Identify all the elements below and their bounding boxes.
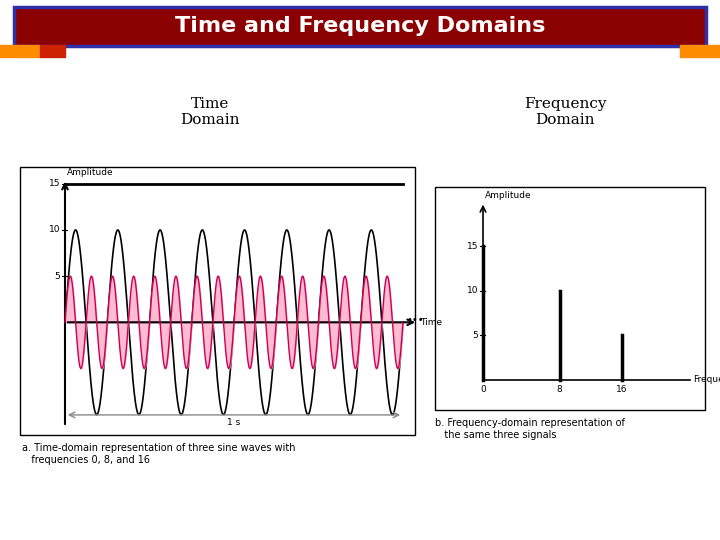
Text: 15: 15 <box>467 242 478 251</box>
Text: 5: 5 <box>472 331 478 340</box>
Text: 1 s: 1 s <box>228 418 240 427</box>
Bar <box>40 45 65 57</box>
Text: Time: Time <box>420 318 442 327</box>
Text: Frequency
Domain: Frequency Domain <box>523 97 606 127</box>
Text: •••: ••• <box>406 315 423 325</box>
Text: Amplitude: Amplitude <box>67 168 114 177</box>
Bar <box>20 167 415 435</box>
Text: Time
Domain: Time Domain <box>180 97 240 127</box>
Bar <box>680 45 720 57</box>
Text: 15: 15 <box>48 179 60 188</box>
Bar <box>435 187 705 410</box>
Text: 10: 10 <box>467 286 478 295</box>
FancyBboxPatch shape <box>14 7 706 46</box>
Text: Frequency: Frequency <box>693 375 720 384</box>
Text: 5: 5 <box>54 272 60 281</box>
Bar <box>0 45 40 57</box>
Text: Time and Frequency Domains: Time and Frequency Domains <box>175 16 545 37</box>
Text: 10: 10 <box>48 226 60 234</box>
Text: 8: 8 <box>557 385 562 394</box>
Text: Amplitude: Amplitude <box>485 191 531 200</box>
Text: a. Time-domain representation of three sine waves with
   frequencies 0, 8, and : a. Time-domain representation of three s… <box>22 443 295 464</box>
Text: 16: 16 <box>616 385 627 394</box>
Text: 0: 0 <box>480 385 486 394</box>
Text: b. Frequency-domain representation of
   the same three signals: b. Frequency-domain representation of th… <box>435 418 625 440</box>
